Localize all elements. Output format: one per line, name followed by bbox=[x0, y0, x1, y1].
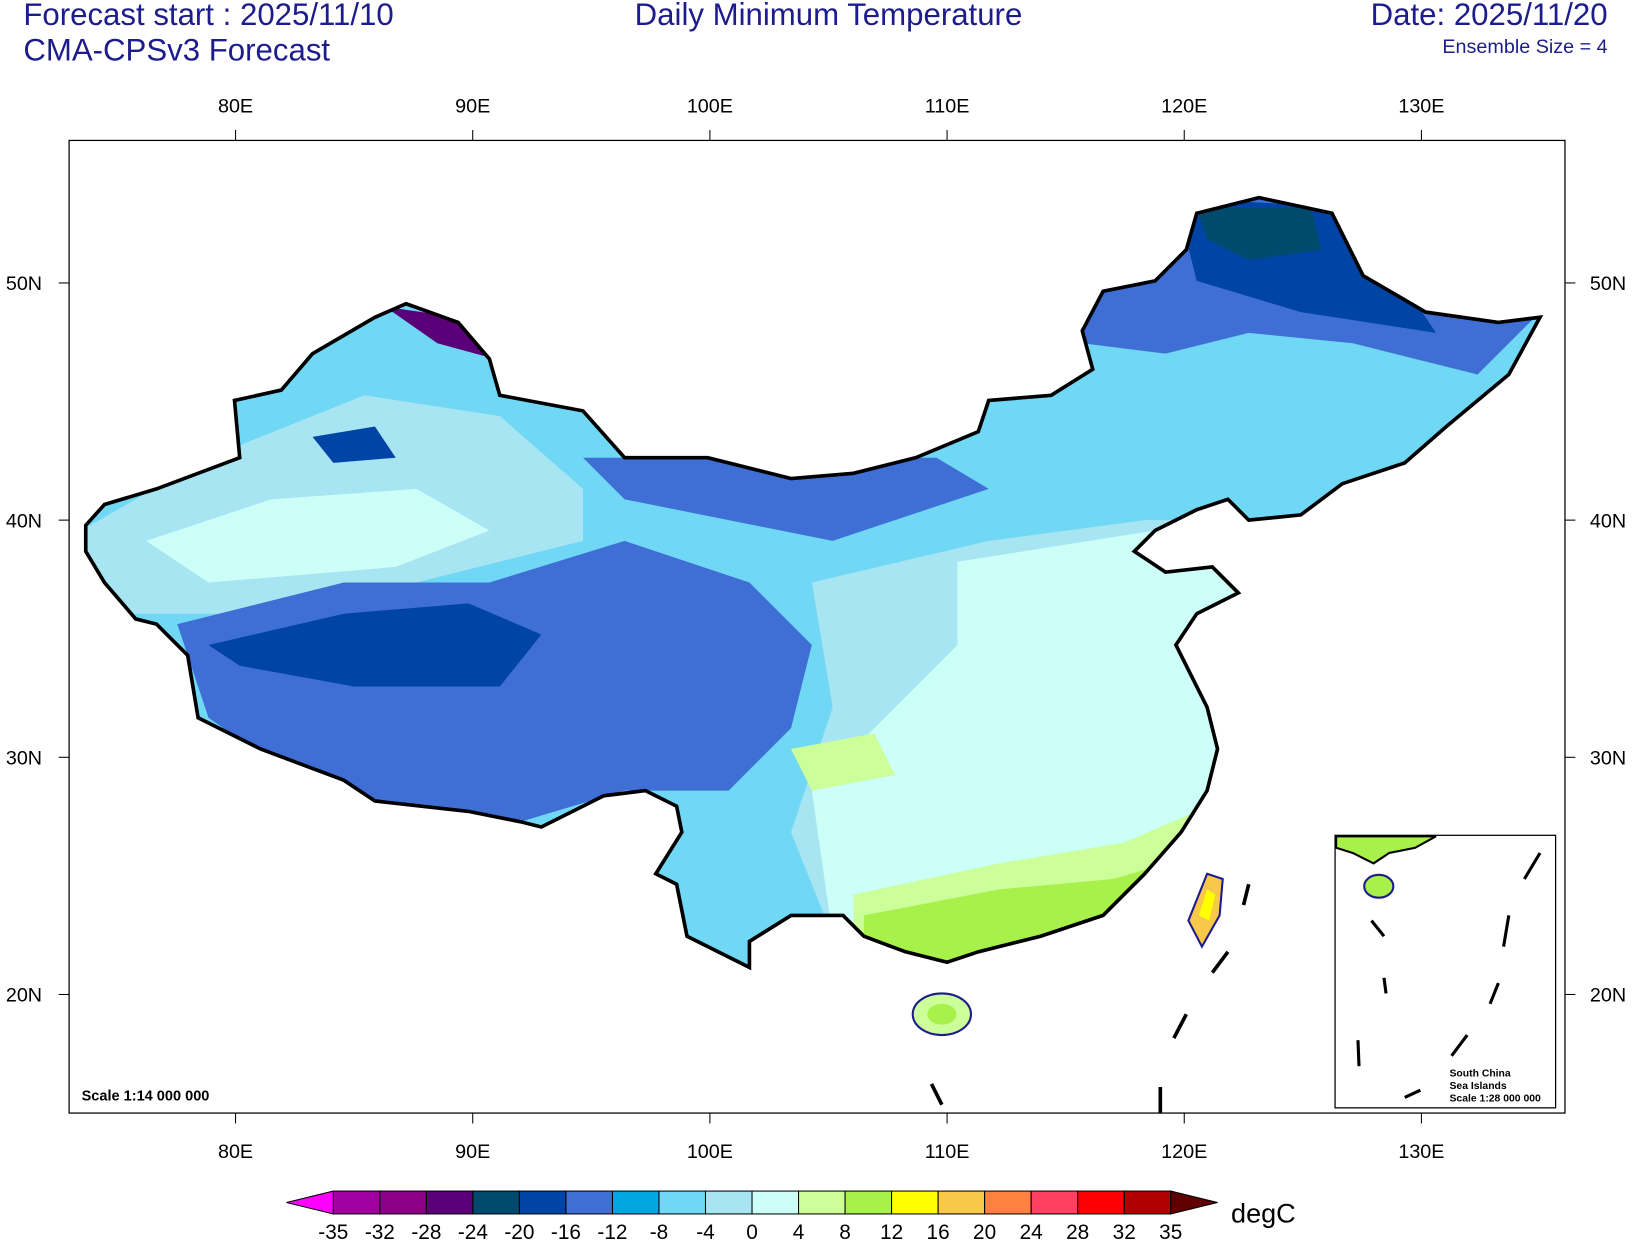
map-scale: Scale 1:14 000 000 bbox=[82, 1089, 210, 1105]
lat-label: 50N bbox=[6, 273, 42, 295]
inset-label: Sea Islands bbox=[1450, 1081, 1507, 1092]
colorbar-label: 4 bbox=[793, 1221, 805, 1241]
ensemble-size: Ensemble Size = 4 bbox=[1442, 36, 1607, 58]
colorbar-label: 20 bbox=[973, 1221, 996, 1241]
colorbar-label: -24 bbox=[458, 1221, 488, 1241]
lon-label: 90E bbox=[455, 1141, 490, 1163]
colorbar-units: degC bbox=[1231, 1198, 1296, 1228]
lon-label: 130E bbox=[1398, 95, 1444, 117]
colorbar-box bbox=[472, 1190, 520, 1215]
lon-label: 130E bbox=[1398, 1141, 1444, 1163]
inset: South China Sea Islands Scale 1:28 000 0… bbox=[1334, 834, 1557, 1109]
colorbar-box bbox=[1077, 1190, 1125, 1215]
colorbar-box bbox=[984, 1190, 1032, 1215]
colorbar-box bbox=[658, 1190, 707, 1215]
lat-label: 40N bbox=[1590, 510, 1626, 532]
colorbar-box bbox=[844, 1190, 893, 1215]
colorbar-box bbox=[1030, 1190, 1079, 1215]
colorbar-label: -20 bbox=[504, 1221, 534, 1241]
lat-label: 30N bbox=[1590, 748, 1626, 770]
lon-label: 80E bbox=[218, 95, 253, 117]
lat-label: 20N bbox=[6, 985, 42, 1007]
colorbar-arrow bbox=[286, 1190, 334, 1215]
colorbar-arrow bbox=[1170, 1190, 1218, 1215]
colorbar-label: -35 bbox=[318, 1221, 348, 1241]
date: Date: 2025/11/20 bbox=[1371, 0, 1608, 32]
title: Daily Minimum Temperature bbox=[635, 0, 1023, 32]
lon-label: 80E bbox=[218, 1141, 253, 1163]
colorbar-label: -4 bbox=[696, 1221, 715, 1241]
colorbar-label: 0 bbox=[746, 1221, 758, 1241]
lat-label: 50N bbox=[1590, 273, 1626, 295]
colorbar-label: -28 bbox=[411, 1221, 441, 1241]
colorbar-label: -32 bbox=[365, 1221, 395, 1241]
inset-scale: Scale 1:28 000 000 bbox=[1450, 1094, 1542, 1105]
lon-label: 100E bbox=[687, 1141, 733, 1163]
lon-label: 100E bbox=[687, 95, 733, 117]
colorbar-label: 24 bbox=[1020, 1221, 1043, 1241]
colorbar-box bbox=[891, 1190, 939, 1215]
colorbar-box bbox=[379, 1190, 427, 1215]
colorbar-box bbox=[1123, 1190, 1172, 1215]
lat-label: 20N bbox=[1590, 985, 1626, 1007]
colorbar-label: -12 bbox=[597, 1221, 627, 1241]
colorbar-box bbox=[751, 1190, 800, 1215]
lat-label: 30N bbox=[6, 748, 42, 770]
colorbar-box bbox=[518, 1190, 567, 1215]
colorbar-box bbox=[798, 1190, 846, 1215]
colorbar-box bbox=[565, 1190, 613, 1215]
colorbar-label: 32 bbox=[1113, 1221, 1136, 1241]
lon-label: 120E bbox=[1161, 1141, 1207, 1163]
colorbar-label: -8 bbox=[650, 1221, 668, 1241]
colorbar-label: 8 bbox=[839, 1221, 851, 1241]
colorbar-box bbox=[704, 1190, 753, 1215]
colorbar-label: 16 bbox=[927, 1221, 950, 1241]
lon-label: 110E bbox=[925, 95, 970, 117]
colorbar-box bbox=[332, 1190, 381, 1215]
colorbar-label: -16 bbox=[551, 1221, 581, 1241]
axes: 80E 80E 90E 90E 100E 100E 110E 110E 120E 120E 130E… bbox=[6, 95, 1626, 1162]
forecast-start: Forecast start : 2025/11/10 bbox=[23, 0, 393, 32]
colorbar-label: 12 bbox=[880, 1221, 903, 1241]
colorbar-label: 35 bbox=[1159, 1221, 1182, 1241]
colorbar-label: 28 bbox=[1066, 1221, 1089, 1241]
lon-label: 110E bbox=[925, 1141, 970, 1163]
lon-label: 90E bbox=[455, 95, 490, 117]
lon-label: 120E bbox=[1161, 95, 1207, 117]
inset-label: South China bbox=[1450, 1069, 1511, 1080]
model-name: CMA-CPSv3 Forecast bbox=[23, 32, 330, 67]
colorbar: -35 -32 -28 -24 -20 -16 -12 -8 -4 0 4 8 12 16 20 24 28 32… bbox=[286, 1190, 1296, 1241]
colorbar-box bbox=[425, 1190, 474, 1215]
colorbar-box bbox=[937, 1190, 986, 1215]
lat-label: 40N bbox=[6, 510, 42, 532]
colorbar-box bbox=[611, 1190, 660, 1215]
